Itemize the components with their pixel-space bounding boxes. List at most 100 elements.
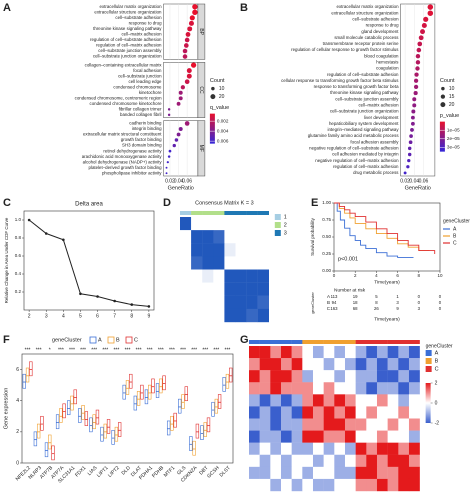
- heatmap-cell: [257, 308, 269, 323]
- dot: [427, 4, 434, 10]
- point: [113, 299, 116, 303]
- heatmap-cell: [408, 346, 420, 359]
- heatmap-cell: [259, 346, 271, 359]
- dot: [183, 43, 189, 48]
- term-label: condensed chromosome, centromeric region: [75, 95, 162, 100]
- box: [173, 412, 177, 428]
- box: [192, 440, 196, 456]
- heatmap-cell: [366, 370, 378, 383]
- legend-label: C: [453, 240, 457, 246]
- panel-label: B: [240, 2, 248, 14]
- annotation-cell: [191, 211, 203, 215]
- heatmap-cell: [180, 308, 192, 323]
- heatmap-cell: [302, 394, 314, 407]
- heatmap-cell: [246, 230, 258, 244]
- term-label: negative regulation of cell–matrix adhes…: [315, 158, 399, 163]
- x-tick-label: 2: [354, 273, 357, 278]
- heatmap-cell: [191, 308, 203, 323]
- point: [96, 295, 99, 298]
- heatmap-cell: [180, 217, 192, 231]
- legend-label: C: [134, 337, 138, 343]
- annotation-cell: [366, 340, 378, 344]
- legend-title: geneCluster: [52, 337, 82, 343]
- dot: [165, 172, 168, 175]
- heatmap-cell: [249, 370, 260, 383]
- term-label: arachidonic acid monooxygenase activity: [82, 154, 163, 159]
- heatmap-cell: [191, 230, 203, 244]
- significance: ***: [80, 347, 86, 353]
- dot: [427, 10, 434, 16]
- x-tick-label: 3: [45, 313, 48, 319]
- facet-strip: [197, 120, 206, 177]
- box: [48, 434, 52, 450]
- annotation-cell: [291, 340, 303, 344]
- p-value: p<0.001: [338, 256, 358, 262]
- box: [55, 414, 60, 430]
- dot: [418, 35, 424, 41]
- heatmap-cell: [312, 370, 324, 383]
- term-label: cell leading edge: [129, 79, 163, 84]
- legend-label: B: [435, 358, 439, 364]
- heatmap-cell: [224, 217, 236, 231]
- box: [22, 373, 26, 389]
- box: [106, 419, 111, 434]
- heatmap-cell: [376, 454, 388, 468]
- heatmap-cell: [235, 230, 247, 244]
- dot: [188, 20, 194, 26]
- y-tick-label: 0.00: [322, 268, 331, 273]
- heatmap-cell: [246, 217, 258, 231]
- colorbar-label: 0.006: [217, 138, 229, 143]
- annotation-cell: [355, 340, 367, 344]
- heatmap-cell: [249, 406, 260, 419]
- heatmap-cell: [355, 358, 367, 371]
- heatmap-cell: [344, 430, 356, 443]
- heatmap-cell: [249, 454, 260, 468]
- heatmap-cell: [398, 406, 410, 419]
- heatmap-cell: [355, 442, 367, 455]
- significance: ***: [91, 347, 97, 353]
- heatmap-cell: [376, 358, 388, 371]
- significance: ***: [180, 347, 186, 353]
- box: [159, 378, 163, 394]
- point: [44, 232, 48, 235]
- y-axis-label: Gene expression: [3, 388, 9, 430]
- heatmap-cell: [323, 382, 335, 395]
- heatmap-cell: [257, 256, 269, 270]
- heatmap-cell: [259, 466, 271, 480]
- heatmap-cell: [280, 430, 292, 443]
- legend-dot: [441, 86, 445, 91]
- legend-swatch: [274, 214, 281, 220]
- chart-title: Consensus Matrix K = 3: [195, 200, 254, 206]
- annotation-cell: [259, 340, 271, 344]
- heatmap-cell: [270, 418, 282, 431]
- heatmap-cell: [355, 346, 367, 359]
- heatmap-cell: [344, 454, 356, 468]
- heatmap-cell: [280, 346, 292, 359]
- heatmap-cell: [224, 282, 236, 296]
- x-tick-label: MTF1: [163, 465, 177, 479]
- facet-strip: [197, 62, 206, 118]
- heatmap-cell: [355, 382, 367, 395]
- heatmap-cell: [387, 478, 399, 492]
- box: [178, 398, 182, 414]
- heatmap-cell: [213, 256, 225, 270]
- heatmap-cell: [334, 442, 346, 455]
- facet-panel: [400, 3, 436, 177]
- term-label: extracellular structure organization: [94, 9, 162, 14]
- heatmap-cell: [235, 295, 247, 310]
- heatmap-cell: [259, 454, 271, 468]
- colorbar-label: -2: [435, 420, 440, 426]
- significance: ***: [113, 347, 119, 353]
- term-label: collagen–containing extracellular matrix: [85, 62, 163, 67]
- heatmap-cell: [302, 454, 314, 468]
- heatmap-cell: [376, 418, 388, 431]
- significance: *: [49, 347, 51, 353]
- box: [129, 373, 133, 389]
- box: [44, 442, 49, 458]
- heatmap-cell: [235, 269, 247, 283]
- dot: [407, 158, 411, 163]
- risk-count: 1: [396, 294, 399, 299]
- term-label: retinol dehydrogenase activity: [103, 148, 162, 153]
- heatmap-cell: [191, 282, 203, 296]
- risk-count: 3: [396, 300, 399, 305]
